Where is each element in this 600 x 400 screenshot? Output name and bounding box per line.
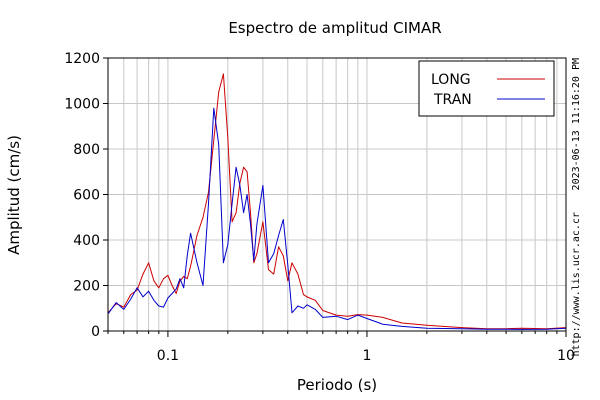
y-tick-label: 1000 — [64, 97, 100, 113]
series-line-long — [107, 73, 567, 330]
timestamp-text: 2023-06-13 11:16:20 PM — [571, 58, 582, 190]
series-layer — [107, 73, 567, 330]
series-line-tran — [107, 107, 567, 330]
y-tick-label: 1200 — [64, 51, 100, 67]
legend-box — [418, 60, 555, 117]
y-tick-label: 600 — [73, 188, 100, 204]
chart-title: Espectro de amplitud CIMAR — [228, 19, 441, 37]
legend-label-long: LONG — [431, 72, 471, 88]
x-tick-label: 10 — [557, 348, 575, 364]
x-tick-label: 0.1 — [157, 348, 179, 364]
x-tick-label: 1 — [362, 348, 371, 364]
y-tick-label: 400 — [73, 233, 100, 249]
legend: LONG TRAN — [418, 60, 555, 117]
legend-label-tran: TRAN — [433, 92, 472, 108]
x-axis-label: Periodo (s) — [297, 376, 377, 394]
y-axis-label: Amplitud (cm/s) — [5, 135, 23, 255]
y-tick-label: 200 — [73, 279, 100, 295]
y-tick-label: 800 — [73, 142, 100, 158]
grid — [107, 57, 567, 332]
ticks: 0 200 400 600 800 1000 1200 0.1 1 10 — [64, 51, 575, 364]
source-url-text: http://www.lis.ucr.ac.cr — [571, 212, 582, 357]
y-tick-label: 0 — [91, 324, 100, 340]
